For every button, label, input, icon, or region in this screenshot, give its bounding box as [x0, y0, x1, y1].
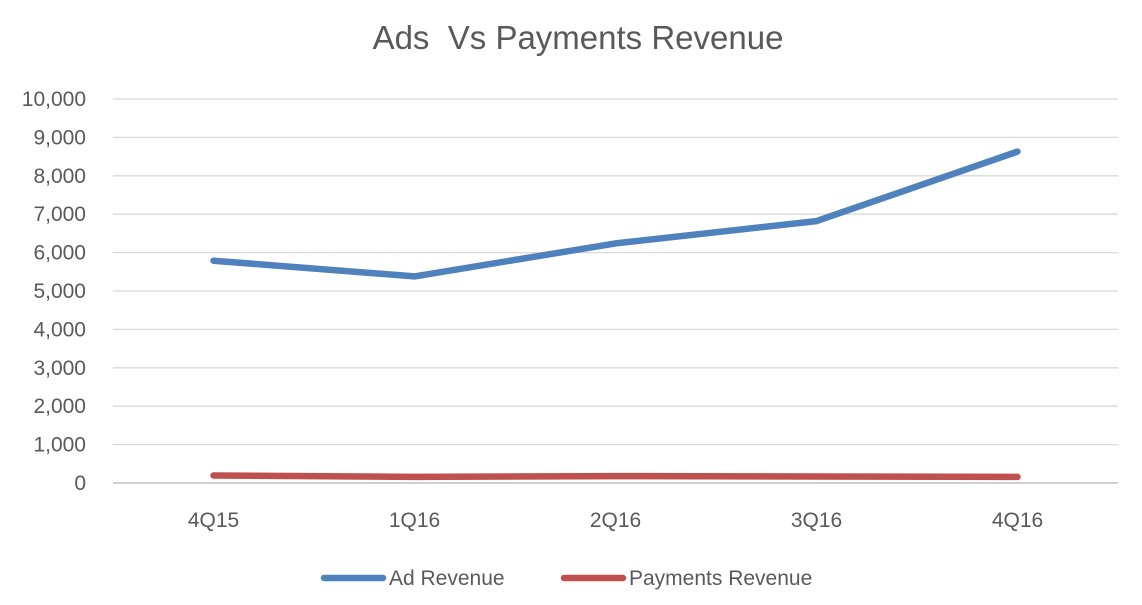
series-line — [210, 148, 1021, 280]
legend-label: Ad Revenue — [389, 567, 505, 590]
y-tick-label: 9,000 — [33, 126, 86, 149]
y-tick-label: 4,000 — [33, 318, 86, 341]
y-tick-label: 8,000 — [33, 165, 86, 188]
x-tick-label: 3Q16 — [791, 509, 842, 532]
x-tick-label: 4Q15 — [188, 509, 239, 532]
series-line — [210, 472, 1021, 481]
y-tick-label: 5,000 — [33, 280, 86, 303]
y-tick-label: 2,000 — [33, 395, 86, 418]
y-tick-label: 1,000 — [33, 434, 86, 457]
x-tick-labels: 4Q15 1Q16 2Q16 3Q16 4Q16 — [188, 509, 1043, 532]
legend-label: Payments Revenue — [629, 567, 812, 590]
y-tick-label: 3,000 — [33, 357, 86, 380]
x-tick-label: 2Q16 — [590, 509, 641, 532]
x-tick-label: 1Q16 — [389, 509, 440, 532]
gridlines — [113, 98, 1118, 446]
legend: Ad Revenue Payments Revenue — [320, 567, 812, 590]
legend-item: Ad Revenue — [320, 567, 505, 590]
y-tick-labels: 0 1,000 2,000 3,000 4,000 5,000 6,000 7,000 8,00… — [22, 88, 86, 495]
series-lines — [210, 148, 1021, 481]
legend-item: Payments Revenue — [560, 567, 812, 590]
x-tick-label: 4Q16 — [992, 509, 1043, 532]
y-tick-label: 6,000 — [33, 242, 86, 265]
y-tick-label: 10,000 — [22, 88, 86, 111]
y-tick-label: 0 — [74, 472, 86, 495]
y-tick-label: 7,000 — [33, 203, 86, 226]
chart-title: Ads Vs Payments Revenue — [373, 19, 784, 56]
